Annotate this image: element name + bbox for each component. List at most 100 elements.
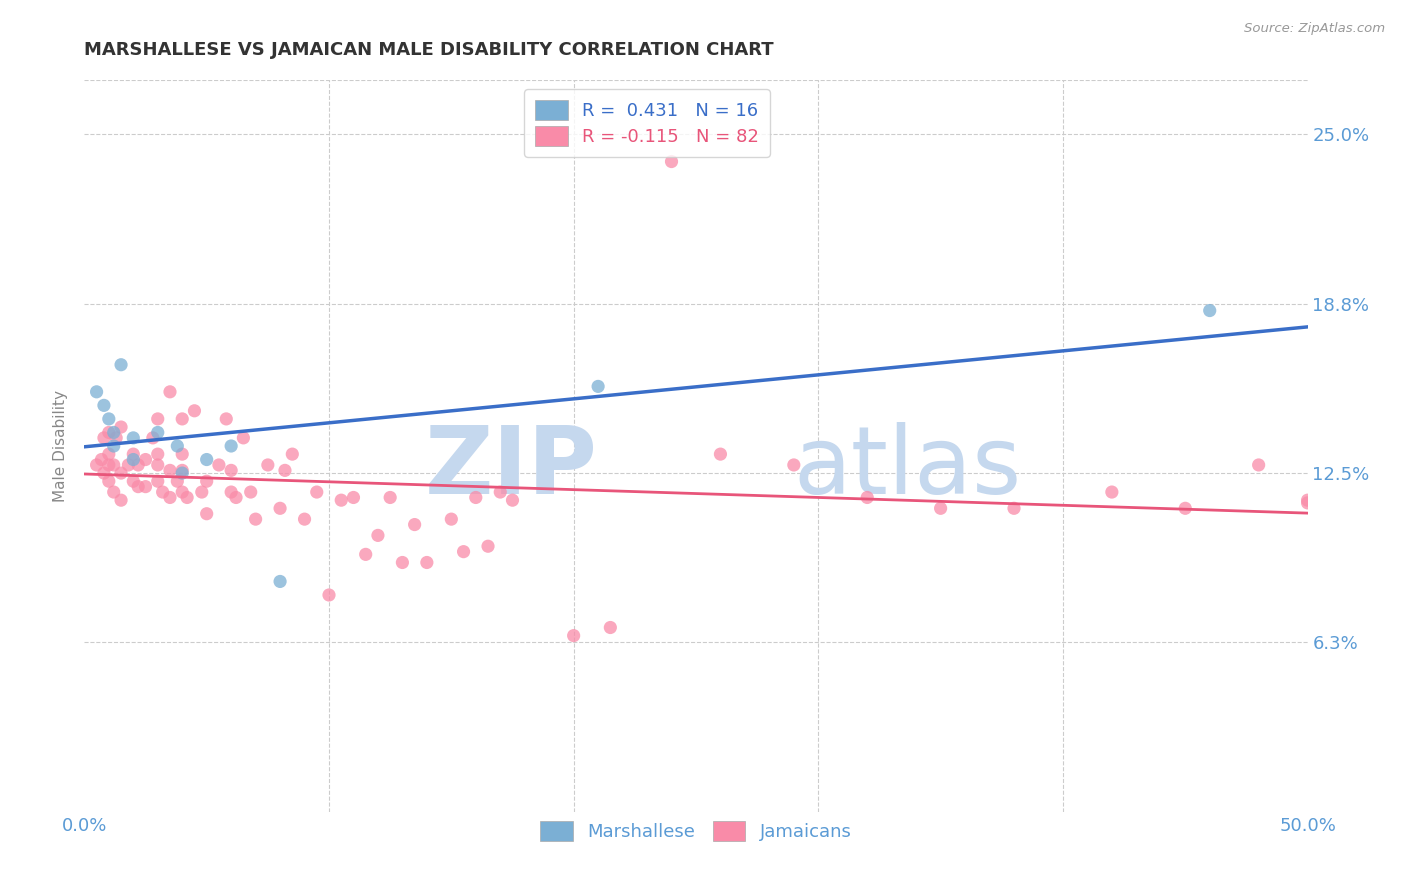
- Point: [354, 547, 377, 561]
- Point: [294, 512, 316, 526]
- Point: [110, 493, 132, 508]
- Point: [219, 463, 242, 477]
- Point: [183, 404, 205, 418]
- Point: [195, 452, 218, 467]
- Point: [122, 431, 145, 445]
- Point: [146, 458, 169, 472]
- Point: [176, 491, 198, 505]
- Point: [269, 501, 291, 516]
- Point: [330, 493, 353, 508]
- Point: [305, 485, 328, 500]
- Point: [110, 466, 132, 480]
- Point: [172, 447, 194, 461]
- Point: [152, 485, 174, 500]
- Point: [127, 458, 149, 472]
- Point: [122, 452, 145, 467]
- Point: [440, 512, 463, 526]
- Point: [562, 629, 585, 643]
- Point: [1247, 458, 1270, 472]
- Point: [274, 463, 297, 477]
- Point: [103, 425, 125, 440]
- Point: [172, 485, 194, 500]
- Point: [142, 431, 165, 445]
- Point: [172, 466, 194, 480]
- Point: [783, 458, 806, 472]
- Point: [208, 458, 231, 472]
- Point: [105, 431, 128, 445]
- Point: [117, 458, 139, 472]
- Point: [146, 474, 169, 488]
- Point: [1296, 493, 1319, 508]
- Point: [122, 447, 145, 461]
- Point: [257, 458, 280, 472]
- Point: [166, 474, 188, 488]
- Point: [232, 431, 254, 445]
- Point: [219, 439, 242, 453]
- Point: [215, 412, 238, 426]
- Point: [135, 480, 157, 494]
- Point: [97, 474, 120, 488]
- Point: [245, 512, 267, 526]
- Point: [110, 420, 132, 434]
- Point: [86, 458, 108, 472]
- Point: [97, 412, 120, 426]
- Text: Source: ZipAtlas.com: Source: ZipAtlas.com: [1244, 22, 1385, 36]
- Point: [195, 474, 218, 488]
- Point: [929, 501, 952, 516]
- Point: [195, 507, 218, 521]
- Point: [166, 439, 188, 453]
- Point: [135, 452, 157, 467]
- Point: [856, 491, 879, 505]
- Point: [599, 620, 621, 634]
- Y-axis label: Male Disability: Male Disability: [53, 390, 69, 502]
- Point: [159, 491, 181, 505]
- Point: [172, 463, 194, 477]
- Point: [269, 574, 291, 589]
- Text: MARSHALLESE VS JAMAICAN MALE DISABILITY CORRELATION CHART: MARSHALLESE VS JAMAICAN MALE DISABILITY …: [84, 41, 773, 59]
- Point: [453, 544, 475, 558]
- Point: [146, 425, 169, 440]
- Point: [90, 452, 112, 467]
- Text: atlas: atlas: [794, 422, 1022, 514]
- Text: ZIP: ZIP: [425, 422, 598, 514]
- Point: [97, 447, 120, 461]
- Point: [489, 485, 512, 500]
- Point: [172, 412, 194, 426]
- Point: [661, 154, 683, 169]
- Point: [586, 379, 609, 393]
- Point: [122, 474, 145, 488]
- Point: [1101, 485, 1123, 500]
- Point: [367, 528, 389, 542]
- Point: [146, 412, 169, 426]
- Point: [1174, 501, 1197, 516]
- Point: [93, 431, 115, 445]
- Point: [281, 447, 304, 461]
- Point: [404, 517, 426, 532]
- Point: [93, 466, 115, 480]
- Point: [97, 458, 120, 472]
- Point: [1296, 496, 1319, 510]
- Point: [225, 491, 247, 505]
- Point: [110, 358, 132, 372]
- Point: [318, 588, 340, 602]
- Point: [380, 491, 402, 505]
- Legend: Marshallese, Jamaicans: Marshallese, Jamaicans: [531, 813, 860, 850]
- Point: [191, 485, 214, 500]
- Point: [97, 425, 120, 440]
- Point: [159, 384, 181, 399]
- Point: [219, 485, 242, 500]
- Point: [709, 447, 731, 461]
- Point: [1002, 501, 1025, 516]
- Point: [127, 480, 149, 494]
- Point: [1198, 303, 1220, 318]
- Point: [477, 539, 499, 553]
- Point: [86, 384, 108, 399]
- Point: [93, 398, 115, 412]
- Point: [239, 485, 262, 500]
- Point: [342, 491, 364, 505]
- Point: [464, 491, 486, 505]
- Point: [391, 556, 413, 570]
- Point: [103, 439, 125, 453]
- Point: [416, 556, 439, 570]
- Point: [502, 493, 524, 508]
